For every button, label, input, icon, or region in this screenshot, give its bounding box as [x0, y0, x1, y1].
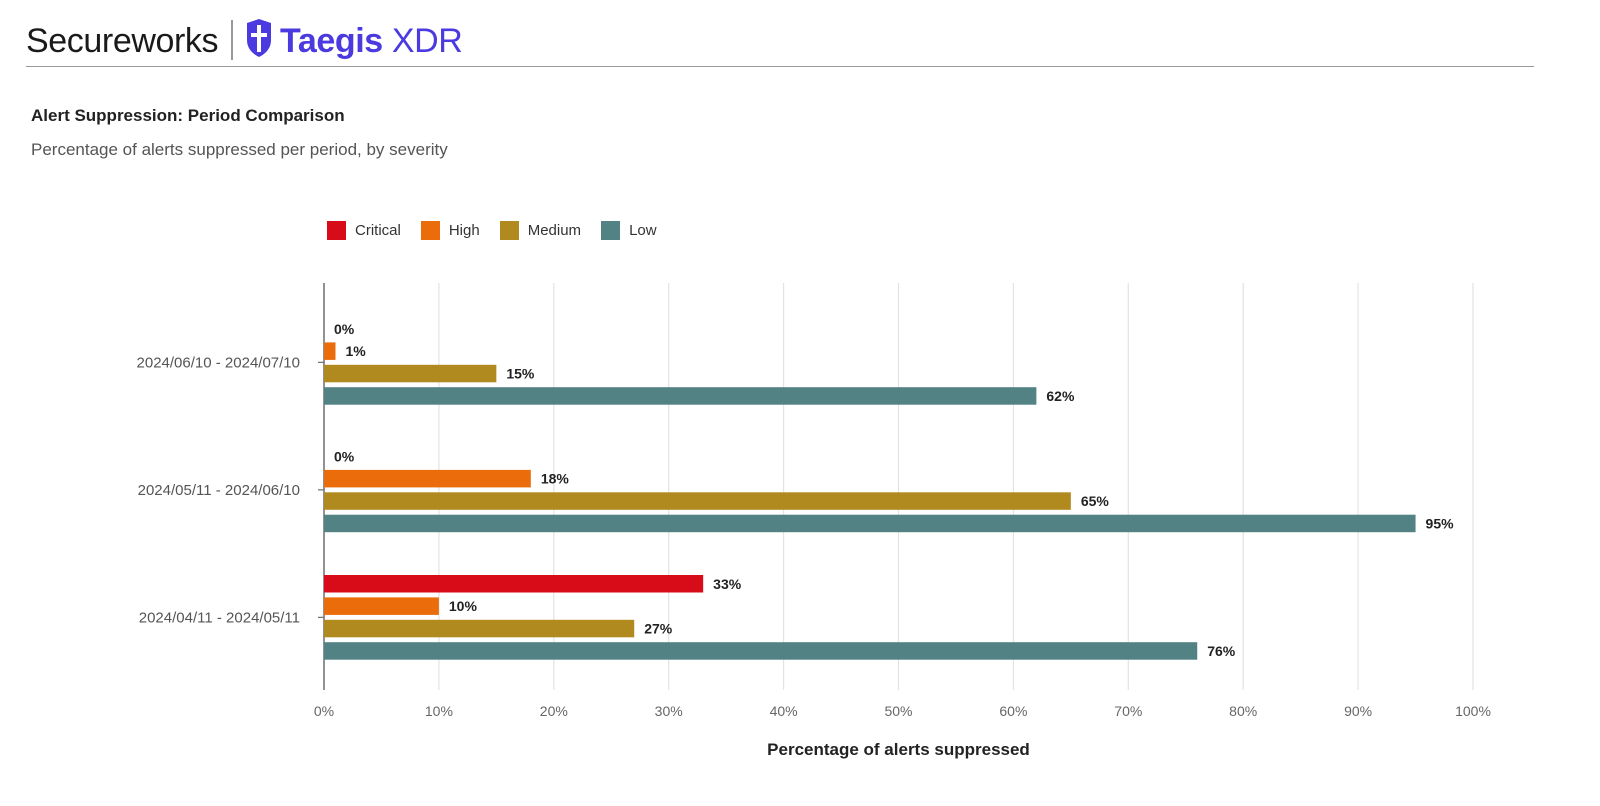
chart-title: Alert Suppression: Period Comparison	[31, 106, 345, 125]
legend-label-high: High	[448, 221, 480, 239]
bar	[324, 514, 1416, 533]
bar	[324, 619, 635, 638]
taegis-logo-text: Taegis	[280, 22, 383, 60]
secureworks-logo: Secureworks	[26, 22, 219, 60]
bar	[324, 575, 704, 593]
taegis-shield-icon	[247, 19, 271, 57]
category-label: 2024/05/11 - 2024/06/10	[138, 482, 300, 499]
data-label: 27%	[644, 621, 673, 637]
legend-item-high[interactable]: High	[420, 220, 480, 240]
x-tick-label: 20%	[540, 703, 568, 719]
xdr-logo-text: XDR	[391, 22, 463, 60]
category-label: 2024/06/10 - 2024/07/10	[137, 354, 300, 371]
taegis-xdr-logo: Taegis XDR	[280, 22, 463, 61]
bar	[324, 364, 497, 383]
data-label: 65%	[1081, 493, 1110, 509]
legend-swatch-low	[601, 220, 621, 240]
x-tick-label: 80%	[1229, 703, 1257, 719]
data-label: 0%	[334, 448, 355, 464]
header: Secureworks Taegis XDR	[26, 14, 1534, 67]
x-tick-label: 50%	[884, 703, 912, 719]
category-label: 2024/04/11 - 2024/05/11	[139, 609, 300, 626]
legend-label-critical: Critical	[355, 221, 401, 239]
x-tick-label: 10%	[425, 703, 453, 719]
bar	[324, 342, 336, 360]
legend-item-medium[interactable]: Medium	[499, 220, 582, 240]
legend-label-medium: Medium	[527, 221, 582, 239]
legend-item-low[interactable]: Low	[601, 220, 657, 240]
legend-label-low: Low	[629, 221, 657, 239]
data-label: 62%	[1046, 388, 1075, 404]
bar	[324, 469, 531, 488]
data-label: 76%	[1207, 643, 1236, 659]
x-tick-label: 90%	[1344, 703, 1372, 719]
bar	[324, 642, 1198, 660]
data-label: 15%	[506, 366, 535, 382]
data-label: 33%	[713, 576, 742, 592]
x-tick-label: 100%	[1455, 703, 1491, 719]
bar	[324, 492, 1071, 510]
data-label: 0%	[334, 321, 355, 337]
chart-legend: Critical High Medium Low	[327, 219, 677, 241]
chart-subtitle: Percentage of alerts suppressed per peri…	[31, 140, 448, 159]
legend-swatch-high	[420, 220, 440, 240]
bar	[324, 597, 439, 615]
data-label: 18%	[541, 471, 570, 487]
legend-swatch-medium	[499, 220, 519, 240]
x-tick-label: 0%	[314, 703, 334, 719]
x-tick-label: 30%	[655, 703, 683, 719]
legend-item-critical[interactable]: Critical	[327, 220, 401, 240]
data-label: 95%	[1426, 515, 1455, 531]
x-tick-label: 70%	[1114, 703, 1142, 719]
data-label: 10%	[449, 598, 478, 614]
x-tick-label: 40%	[770, 703, 798, 719]
bar	[324, 387, 1037, 405]
x-tick-label: 60%	[999, 703, 1027, 719]
data-label: 1%	[345, 343, 366, 359]
legend-swatch-critical	[327, 220, 346, 240]
brand-divider	[231, 20, 233, 60]
x-axis-title: Percentage of alerts suppressed	[767, 740, 1030, 759]
